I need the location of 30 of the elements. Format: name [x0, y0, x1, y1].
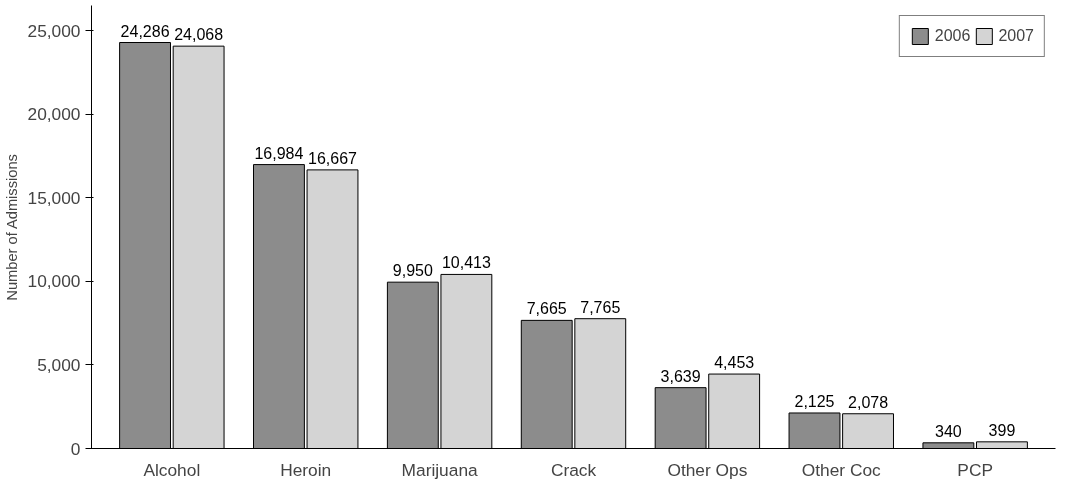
data-label: 4,453 — [714, 354, 755, 372]
data-label: 2,125 — [794, 392, 835, 410]
data-label: 10,413 — [441, 254, 491, 272]
data-label: 7,765 — [580, 298, 621, 316]
data-label: 9,950 — [392, 262, 433, 280]
data-label: 16,984 — [254, 144, 304, 162]
x-tick-label: Marijuana — [401, 459, 479, 480]
x-tick-label: Other Ops — [667, 459, 748, 480]
y-tick-label: 15,000 — [27, 187, 81, 208]
y-tick-label: 20,000 — [27, 104, 81, 125]
x-tick-label: Alcohol — [143, 459, 201, 480]
y-tick-label: 5,000 — [37, 354, 81, 375]
x-tick-label: Other Coc — [801, 459, 882, 480]
data-label: 3,639 — [660, 367, 701, 385]
data-label: 16,667 — [308, 149, 358, 167]
y-tick-label: 0 — [70, 438, 81, 459]
y-tick-label: 25,000 — [27, 20, 81, 41]
data-label: 7,665 — [526, 300, 567, 318]
data-label: 2,078 — [848, 393, 889, 411]
y-axis-title: Number of Admissions — [3, 154, 20, 301]
data-label: 340 — [935, 422, 962, 440]
legend-label: 2007 — [998, 27, 1034, 45]
legend-label: 2006 — [934, 27, 971, 45]
y-tick-label: 10,000 — [27, 271, 81, 292]
data-label: 24,286 — [120, 22, 170, 40]
x-tick-label: PCP — [957, 459, 993, 480]
x-tick-label: Heroin — [280, 459, 332, 480]
data-label: 399 — [988, 421, 1016, 439]
x-tick-label: Crack — [550, 459, 597, 480]
data-label: 24,068 — [174, 26, 224, 44]
